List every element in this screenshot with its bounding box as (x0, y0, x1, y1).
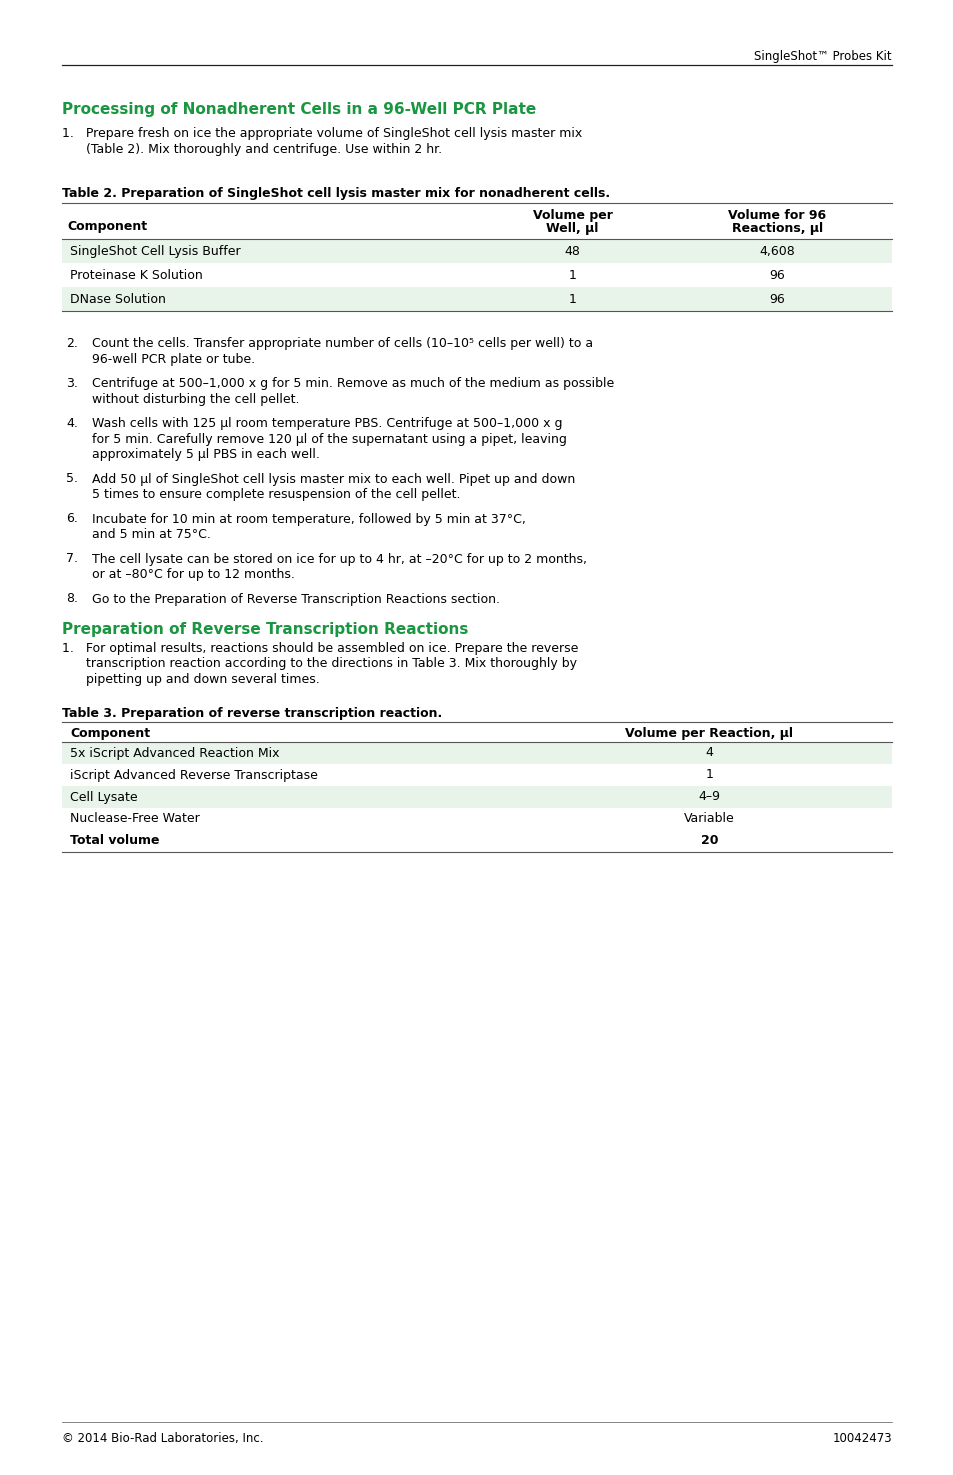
Text: 1.   Prepare fresh on ice the appropriate volume of SingleShot cell lysis master: 1. Prepare fresh on ice the appropriate … (62, 127, 581, 140)
Text: SingleShot Cell Lysis Buffer: SingleShot Cell Lysis Buffer (70, 245, 240, 258)
Text: 1: 1 (568, 268, 576, 282)
Text: Nuclease-Free Water: Nuclease-Free Water (70, 813, 199, 826)
Text: without disturbing the cell pellet.: without disturbing the cell pellet. (91, 392, 299, 406)
Text: 1: 1 (704, 768, 713, 782)
Bar (62, 239, 891, 263)
Text: 96: 96 (769, 294, 784, 305)
Text: 4.: 4. (66, 417, 78, 431)
Text: Well, µl: Well, µl (546, 223, 598, 235)
Text: 5.: 5. (66, 472, 78, 485)
Text: transcription reaction according to the directions in Table 3. Mix thoroughly by: transcription reaction according to the … (62, 658, 577, 671)
Text: 8.: 8. (66, 593, 78, 606)
Text: © 2014 Bio-Rad Laboratories, Inc.: © 2014 Bio-Rad Laboratories, Inc. (62, 1432, 263, 1446)
Text: Count the cells. Transfer appropriate number of cells (10–10⁵ cells per well) to: Count the cells. Transfer appropriate nu… (91, 336, 593, 350)
Text: 2.: 2. (66, 336, 78, 350)
Text: The cell lysate can be stored on ice for up to 4 hr, at –20°C for up to 2 months: The cell lysate can be stored on ice for… (91, 553, 586, 565)
Text: Go to the Preparation of Reverse Transcription Reactions section.: Go to the Preparation of Reverse Transcr… (91, 593, 499, 606)
Text: pipetting up and down several times.: pipetting up and down several times. (62, 673, 319, 686)
Text: Add 50 µl of SingleShot cell lysis master mix to each well. Pipet up and down: Add 50 µl of SingleShot cell lysis maste… (91, 472, 575, 485)
Bar (62, 204, 891, 239)
Text: 7.: 7. (66, 553, 78, 565)
Bar (62, 721, 891, 742)
Bar (62, 288, 891, 311)
Text: 4: 4 (704, 746, 713, 760)
Text: 5x iScript Advanced Reaction Mix: 5x iScript Advanced Reaction Mix (70, 746, 279, 760)
Text: Centrifuge at 500–1,000 x g for 5 min. Remove as much of the medium as possible: Centrifuge at 500–1,000 x g for 5 min. R… (91, 378, 614, 389)
Text: 1: 1 (568, 294, 576, 305)
Text: 3.: 3. (66, 378, 78, 389)
Text: (Table 2). Mix thoroughly and centrifuge. Use within 2 hr.: (Table 2). Mix thoroughly and centrifuge… (62, 143, 441, 156)
Text: 6.: 6. (66, 512, 78, 525)
Text: Wash cells with 125 µl room temperature PBS. Centrifuge at 500–1,000 x g: Wash cells with 125 µl room temperature … (91, 417, 562, 431)
Text: Volume per Reaction, µl: Volume per Reaction, µl (625, 727, 793, 739)
Bar (62, 829, 891, 851)
Text: DNase Solution: DNase Solution (70, 294, 166, 305)
Bar (62, 764, 891, 786)
Text: iScript Advanced Reverse Transcriptase: iScript Advanced Reverse Transcriptase (70, 768, 317, 782)
Text: for 5 min. Carefully remove 120 µl of the supernatant using a pipet, leaving: for 5 min. Carefully remove 120 µl of th… (91, 432, 566, 445)
Text: Volume per: Volume per (532, 209, 612, 223)
Text: Total volume: Total volume (70, 835, 159, 848)
Text: and 5 min at 75°C.: and 5 min at 75°C. (91, 528, 211, 541)
Text: 10042473: 10042473 (832, 1432, 891, 1446)
Text: 1.   For optimal results, reactions should be assembled on ice. Prepare the reve: 1. For optimal results, reactions should… (62, 642, 578, 655)
Text: 20: 20 (700, 835, 718, 848)
Text: approximately 5 µl PBS in each well.: approximately 5 µl PBS in each well. (91, 448, 319, 462)
Text: Preparation of Reverse Transcription Reactions: Preparation of Reverse Transcription Rea… (62, 622, 468, 637)
Text: Cell Lysate: Cell Lysate (70, 791, 137, 804)
Bar (62, 807, 891, 829)
Text: or at –80°C for up to 12 months.: or at –80°C for up to 12 months. (91, 568, 294, 581)
Text: Table 2. Preparation of SingleShot cell lysis master mix for nonadherent cells.: Table 2. Preparation of SingleShot cell … (62, 187, 610, 201)
Text: Volume for 96: Volume for 96 (728, 209, 825, 223)
Text: Table 3. Preparation of reverse transcription reaction.: Table 3. Preparation of reverse transcri… (62, 707, 442, 720)
Text: 4–9: 4–9 (698, 791, 720, 804)
Text: Processing of Nonadherent Cells in a 96-Well PCR Plate: Processing of Nonadherent Cells in a 96-… (62, 102, 536, 117)
Text: Component: Component (70, 727, 150, 739)
Bar (62, 786, 891, 807)
Bar (62, 742, 891, 764)
Text: Component: Component (67, 220, 147, 233)
Text: 4,608: 4,608 (759, 245, 795, 258)
Text: SingleShot™ Probes Kit: SingleShot™ Probes Kit (754, 50, 891, 63)
Text: 96-well PCR plate or tube.: 96-well PCR plate or tube. (91, 353, 254, 366)
Text: 48: 48 (564, 245, 579, 258)
Bar (62, 263, 891, 288)
Text: 5 times to ensure complete resuspension of the cell pellet.: 5 times to ensure complete resuspension … (91, 488, 460, 502)
Text: Proteinase K Solution: Proteinase K Solution (70, 268, 203, 282)
Text: 96: 96 (769, 268, 784, 282)
Text: Variable: Variable (683, 813, 734, 826)
Text: Reactions, µl: Reactions, µl (731, 223, 822, 235)
Text: Incubate for 10 min at room temperature, followed by 5 min at 37°C,: Incubate for 10 min at room temperature,… (91, 512, 525, 525)
